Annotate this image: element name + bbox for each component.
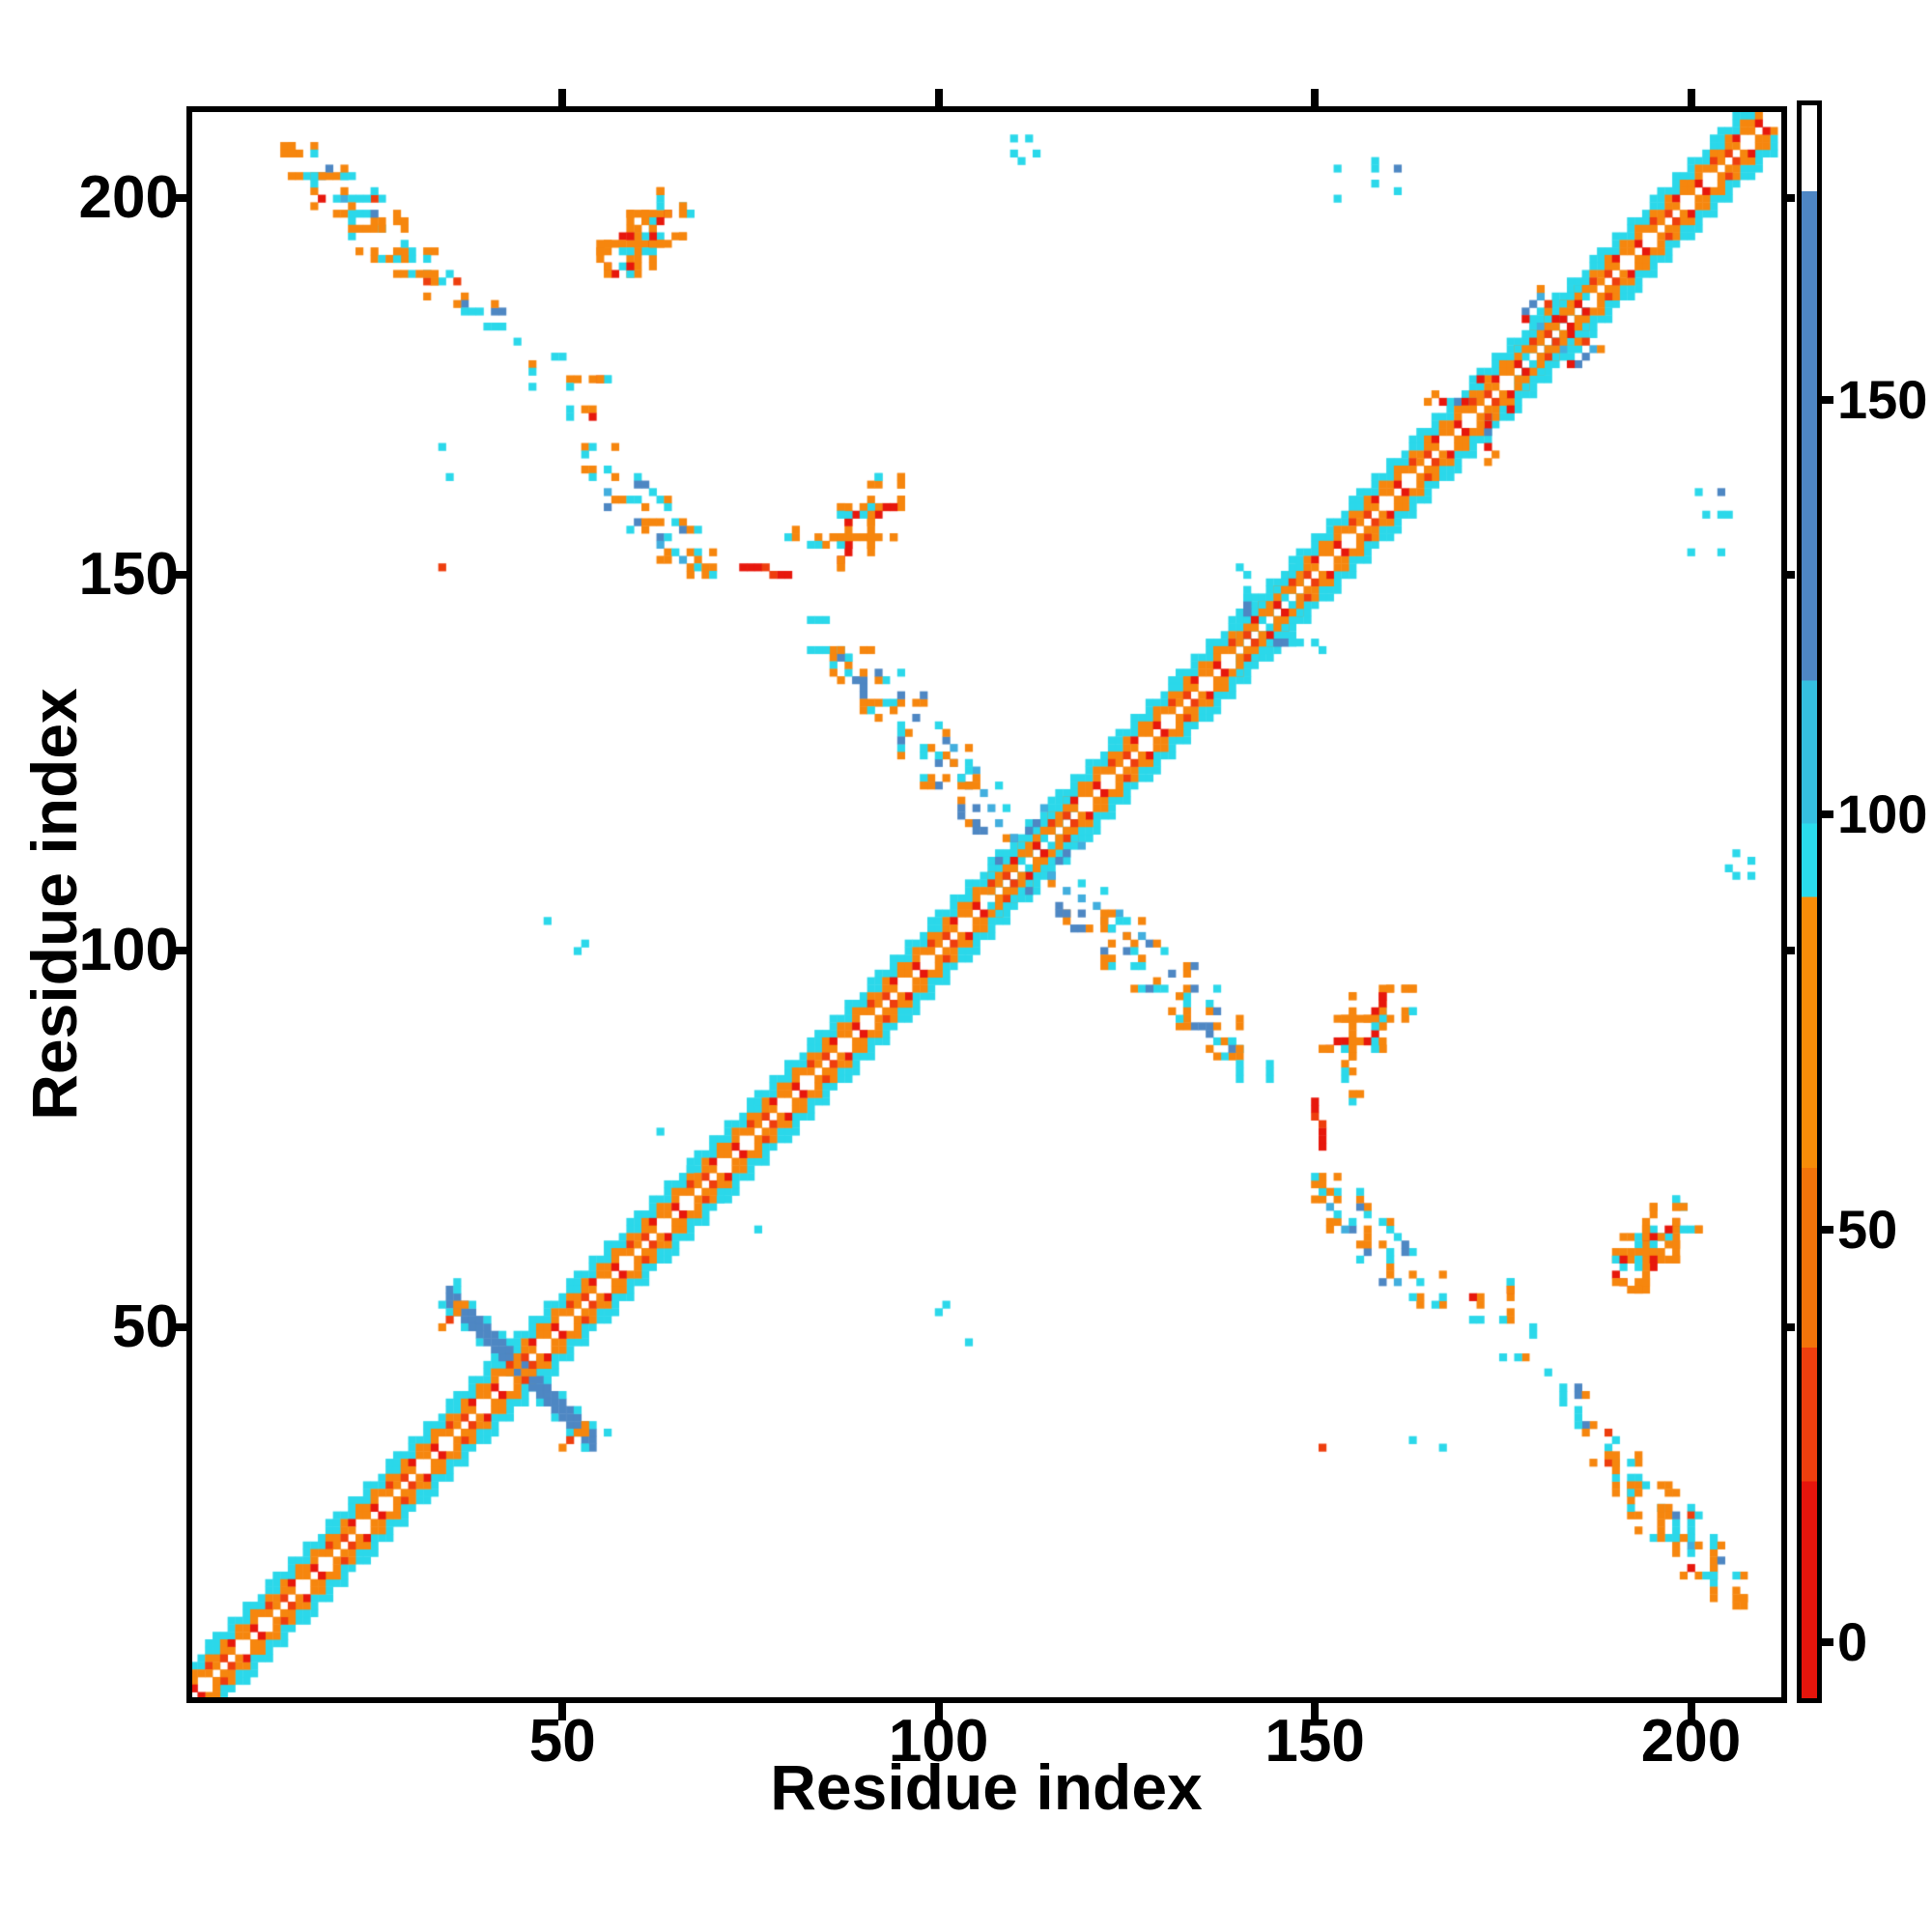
x-tick-mark <box>934 1703 943 1720</box>
colorbar-tick-mark <box>1822 810 1833 818</box>
colorbar-tick-mark <box>1822 1638 1833 1647</box>
x-tick-label: 150 <box>1264 1708 1365 1775</box>
x-tick-mark-top <box>1687 89 1695 106</box>
contact-map-canvas <box>192 112 1781 1697</box>
x-tick-label: 200 <box>1640 1708 1742 1775</box>
y-tick-mark <box>169 570 186 579</box>
colorbar-tick-label: 50 <box>1837 1199 1898 1261</box>
y-tick-mark <box>169 194 186 203</box>
colorbar <box>1797 100 1822 1703</box>
colorbar-tick-label: 0 <box>1837 1611 1868 1673</box>
colorbar-tick-mark <box>1822 1226 1833 1235</box>
x-tick-mark <box>558 1703 567 1720</box>
colorbar-tick-label: 100 <box>1837 782 1928 844</box>
x-tick-mark-top <box>558 89 567 106</box>
y-tick-mark-right <box>1787 570 1795 579</box>
x-tick-mark-top <box>934 89 943 106</box>
y-tick-label: 150 <box>78 540 179 608</box>
x-tick-mark <box>1311 1703 1320 1720</box>
y-tick-label: 50 <box>112 1293 179 1360</box>
y-tick-mark-right <box>1787 947 1795 955</box>
y-tick-mark <box>169 1322 186 1331</box>
y-tick-mark-right <box>1787 1322 1795 1331</box>
y-tick-label: 200 <box>78 164 179 232</box>
x-axis-title: Residue index <box>770 1751 1203 1823</box>
y-tick-label: 100 <box>78 917 179 984</box>
x-tick-mark-top <box>1311 89 1320 106</box>
colorbar-tick-label: 150 <box>1837 369 1928 431</box>
x-axis-title-row: Residue index <box>0 1750 1932 1824</box>
x-tick-mark <box>1687 1703 1695 1720</box>
x-tick-label: 50 <box>528 1708 596 1775</box>
x-tick-label: 100 <box>888 1708 989 1775</box>
y-axis-title: Residue index <box>18 688 90 1121</box>
colorbar-tick-mark <box>1822 396 1833 405</box>
y-tick-mark-right <box>1787 194 1795 203</box>
y-tick-mark <box>169 947 186 955</box>
